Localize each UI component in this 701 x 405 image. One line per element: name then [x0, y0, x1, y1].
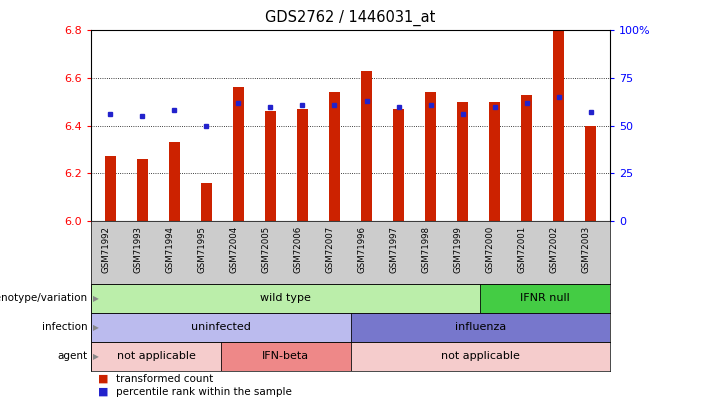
Text: percentile rank within the sample: percentile rank within the sample	[116, 387, 292, 397]
Bar	[361, 71, 372, 221]
Bar	[425, 92, 436, 221]
Text: GSM71994: GSM71994	[165, 226, 175, 273]
Bar	[221, 342, 350, 371]
Bar	[329, 92, 340, 221]
Bar	[137, 159, 148, 221]
Text: not applicable: not applicable	[441, 352, 519, 361]
Bar	[521, 95, 532, 221]
Text: GSM72003: GSM72003	[582, 226, 591, 273]
Text: influenza: influenza	[454, 322, 506, 332]
Bar	[489, 102, 501, 221]
Text: uninfected: uninfected	[191, 322, 251, 332]
Bar	[169, 142, 180, 221]
Bar	[91, 313, 350, 342]
Text: wild type: wild type	[260, 293, 311, 303]
Text: infection: infection	[42, 322, 88, 332]
Text: GSM71998: GSM71998	[421, 226, 430, 273]
Bar	[553, 30, 564, 221]
Text: GSM71995: GSM71995	[198, 226, 206, 273]
Bar	[200, 183, 212, 221]
Text: not applicable: not applicable	[116, 352, 196, 361]
Bar	[265, 111, 276, 221]
Bar	[457, 102, 468, 221]
Text: ▶: ▶	[93, 323, 99, 332]
Bar	[350, 313, 610, 342]
Text: ▶: ▶	[93, 294, 99, 303]
Bar	[104, 156, 116, 221]
Text: GSM71999: GSM71999	[454, 226, 463, 273]
Bar	[585, 126, 597, 221]
Bar	[350, 342, 610, 371]
Text: ■: ■	[98, 387, 109, 397]
Text: GSM71992: GSM71992	[102, 226, 110, 273]
Bar	[393, 109, 404, 221]
Text: genotype/variation: genotype/variation	[0, 293, 88, 303]
Text: GSM71996: GSM71996	[358, 226, 367, 273]
Text: GSM72001: GSM72001	[517, 226, 526, 273]
Bar	[233, 87, 244, 221]
Text: GSM72006: GSM72006	[294, 226, 302, 273]
Bar	[480, 284, 610, 313]
Text: GSM72007: GSM72007	[325, 226, 334, 273]
Bar	[297, 109, 308, 221]
Text: ▶: ▶	[93, 352, 99, 361]
Text: ■: ■	[98, 374, 109, 384]
Bar	[91, 342, 221, 371]
Text: transformed count: transformed count	[116, 374, 213, 384]
Text: GDS2762 / 1446031_at: GDS2762 / 1446031_at	[265, 10, 436, 26]
Text: IFNR null: IFNR null	[520, 293, 570, 303]
Text: IFN-beta: IFN-beta	[262, 352, 309, 361]
Text: GSM72005: GSM72005	[261, 226, 271, 273]
Text: GSM72004: GSM72004	[229, 226, 238, 273]
Text: GSM72000: GSM72000	[486, 226, 495, 273]
Bar	[91, 284, 480, 313]
Text: GSM71993: GSM71993	[133, 226, 142, 273]
Text: GSM72002: GSM72002	[550, 226, 559, 273]
Text: agent: agent	[57, 352, 88, 361]
Text: GSM71997: GSM71997	[390, 226, 399, 273]
